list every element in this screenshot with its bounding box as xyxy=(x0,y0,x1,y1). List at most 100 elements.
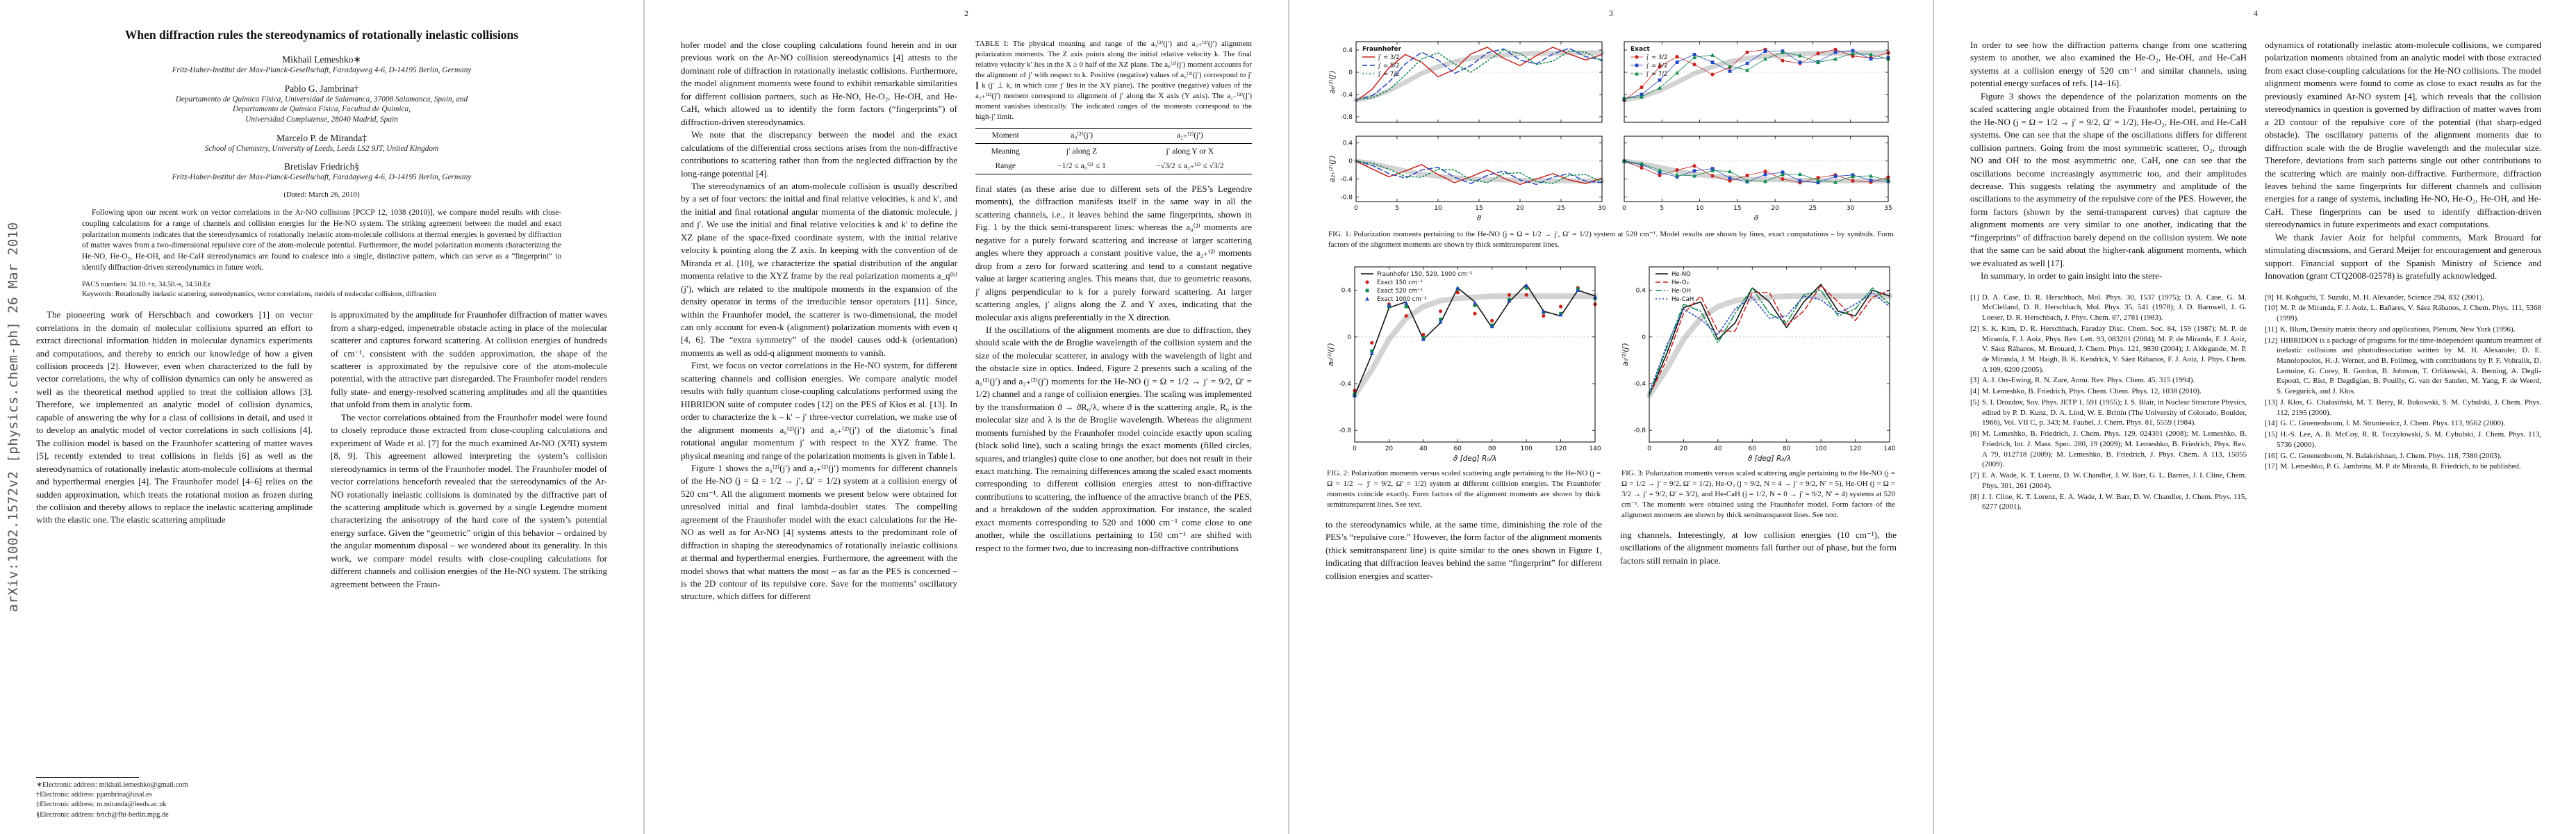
footnote-rule xyxy=(36,776,139,778)
reference-text: D. A. Case, D. R. Herschbach, Mol. Phys.… xyxy=(1981,293,2247,322)
reference-label: [6] xyxy=(1970,430,1979,439)
svg-text:20: 20 xyxy=(1385,445,1394,452)
svg-text:140: 140 xyxy=(1883,445,1895,452)
reference-text: H.-S. Lee, A. B. McCoy, R. R. Toczyłowsk… xyxy=(2277,430,2541,449)
paragraph: hofer model and the close coupling calcu… xyxy=(681,40,957,127)
author-2-affiliation-line-2: Departamento de Química Física, Facultad… xyxy=(232,105,411,114)
svg-text:25: 25 xyxy=(1809,205,1817,212)
paragraph: The pioneering work of Herschbach and co… xyxy=(36,309,313,525)
svg-text:-0.8: -0.8 xyxy=(1340,195,1353,202)
table-row: Range −1/2 ≤ a₀⁽²⁾ ≤ 1 −√3/2 ≤ a₂₊⁽²⁾ ≤ … xyxy=(975,159,1252,174)
reference-label: [7] xyxy=(1970,471,1979,480)
reference-text: HIBRIDON is a package of programs for th… xyxy=(2277,336,2541,396)
reference-text: S. I. Drozdov, Sov. Phys. JETP 1, 591 (1… xyxy=(1981,398,2247,427)
svg-text:-0.4: -0.4 xyxy=(1339,381,1351,388)
reference-text: J. Kłos, G. Chałasiński, M. T. Berry, R.… xyxy=(2277,398,2541,417)
pacs-numbers: PACS numbers: 34.10.+x, 34.50.-s, 34.50.… xyxy=(82,280,211,288)
reference-text: G. C. Groenenboom, N. Balakrishnan, J. C… xyxy=(2280,451,2502,460)
reference-label: [8] xyxy=(1970,492,1979,501)
svg-text:100: 100 xyxy=(1521,445,1533,452)
reference-text: M. Lemeshko, B. Friedrich, J. Chem. Phys… xyxy=(1981,430,2247,469)
table-1: Moment a₀⁽²⁾(j′) a₂₊⁽²⁾(j′) Meaning j′ a… xyxy=(975,127,1252,174)
svg-text:He-NO: He-NO xyxy=(1671,271,1691,278)
svg-text:15: 15 xyxy=(1475,205,1483,212)
author-3-name: Marcelo P. de Miranda‡ xyxy=(276,132,367,143)
svg-text:Fraunhofer 150, 520, 1000 cm⁻¹: Fraunhofer 150, 520, 1000 cm⁻¹ xyxy=(1377,271,1472,278)
page-1-right-column: is approximated by the amplitude for Fra… xyxy=(331,309,607,591)
reference-text: G. C. Groenenboom, I. M. Struniewicz, J.… xyxy=(2280,419,2506,428)
page-4: 4 In order to see how the diffraction pa… xyxy=(1934,0,2576,834)
page-1-columns: The pioneering work of Herschbach and co… xyxy=(36,309,607,591)
table-cell: j′ along Z xyxy=(1066,146,1098,156)
svg-text:j′ = 3/2: j′ = 3/2 xyxy=(1646,54,1668,61)
page-3-left-column: 0 20 40 60 80 100 120 140 -0.8 -0.4 0 0.4 ϑ [deg] R₀… xyxy=(1326,260,1602,582)
paragraph: to the stereodynamics while, at the same… xyxy=(1326,518,1602,581)
paragraph: We note that the discrepancy between the… xyxy=(681,129,957,179)
reference-label: [4] xyxy=(1970,387,1979,396)
footnote-email-3: ‡Electronic address: m.miranda@leeds.ac.… xyxy=(36,801,167,809)
svg-text:ϑ: ϑ xyxy=(1754,214,1759,222)
svg-text:0: 0 xyxy=(1354,205,1358,212)
svg-text:-0.8: -0.8 xyxy=(1633,427,1646,434)
reference-label: [10] xyxy=(2265,304,2278,313)
paragraph: If the oscillations of the alignment mom… xyxy=(975,324,1252,553)
svg-text:Exact: Exact xyxy=(1630,46,1650,53)
svg-text:ϑ [deg] R₀/λ: ϑ [deg] R₀/λ xyxy=(1748,455,1791,463)
svg-text:a₀⁽²⁾(j′): a₀⁽²⁾(j′) xyxy=(1328,70,1337,94)
svg-text:80: 80 xyxy=(1783,445,1791,452)
paragraph: is approximated by the amplitude for Fra… xyxy=(331,309,607,410)
reference-item: [9] H. Kohguchi, T. Suzuki, M. H. Alexand… xyxy=(2265,293,2541,303)
page-2-right-column: TABLE I: The physical meaning and range … xyxy=(975,39,1252,603)
svg-text:0: 0 xyxy=(1642,334,1646,341)
footnote-email-1: ∗Electronic address: mikhail.lemeshko@gm… xyxy=(36,780,188,789)
reference-item: [3] A. J. Orr-Ewing, R. N. Zare, Annu. Re… xyxy=(1970,375,2247,386)
reference-label: [17] xyxy=(2265,462,2278,471)
reference-item: [17] M. Lemeshko, P. G. Jambrina, M. P. d… xyxy=(2265,461,2541,472)
page-4-right-column: odynamics of rotationally inelastic atom… xyxy=(2265,39,2541,513)
reference-text: A. J. Orr-Ewing, R. N. Zare, Annu. Rev. … xyxy=(1981,376,2195,385)
svg-text:0.4: 0.4 xyxy=(1343,140,1353,147)
svg-text:60: 60 xyxy=(1454,445,1462,452)
reference-label: [1] xyxy=(1970,293,1979,302)
svg-text:0: 0 xyxy=(1348,158,1353,165)
page-number: 2 xyxy=(964,8,968,18)
figure-3-plot: 0 20 40 60 80 100 120 140 -0.8 -0.4 0 0.4 ϑ [deg] R₀… xyxy=(1620,261,1897,464)
svg-text:Fraunhofer: Fraunhofer xyxy=(1362,46,1402,53)
svg-text:a₀⁽²⁾(j′): a₀⁽²⁾(j′) xyxy=(1327,343,1335,366)
svg-text:40: 40 xyxy=(1714,445,1722,452)
paragraph: In summary, in order to gain insight int… xyxy=(1981,270,2163,281)
svg-text:140: 140 xyxy=(1589,445,1601,452)
footnote-email-2: †Electronic address: pjambrina@usal.es xyxy=(36,790,152,799)
svg-text:0: 0 xyxy=(1348,70,1353,76)
svg-text:ϑ: ϑ xyxy=(1477,214,1482,222)
figure-1-panel-a0-exact: Exact j′ = 3/2 j′ = 5/2 j′ = 7/2 xyxy=(1613,36,1895,129)
svg-text:-0.4: -0.4 xyxy=(1340,92,1353,99)
svg-text:j′ = 5/2: j′ = 5/2 xyxy=(1646,63,1668,70)
figure-3-caption: FIG. 3: Polarization moments versus scal… xyxy=(1621,468,1895,519)
paragraph: First, we focus on vector correlations i… xyxy=(681,360,957,461)
page-2: 2 hofer model and the close coupling cal… xyxy=(645,0,1288,834)
page-number: 4 xyxy=(2254,8,2258,18)
svg-text:0: 0 xyxy=(1622,205,1626,212)
figure-1-caption: FIG. 1: Polarization moments pertaining … xyxy=(1328,230,1894,249)
table-row: Meaning j′ along Z j′ along Y or X xyxy=(975,144,1252,159)
svg-text:120: 120 xyxy=(1849,445,1861,452)
svg-text:10: 10 xyxy=(1434,205,1442,212)
reference-label: [5] xyxy=(1970,398,1979,407)
paragraph: Figure 1 shows the a₀⁽²⁾(j′) and a₂₊⁽²⁾(… xyxy=(681,462,957,602)
table-cell: a₂₊⁽²⁾(j′) xyxy=(1128,128,1252,145)
author-1-affiliation: Fritz-Haber-Institut der Max-Planck-Gese… xyxy=(172,65,472,74)
svg-text:He-CaH: He-CaH xyxy=(1671,296,1694,303)
figure-1-panel-a2-model: 0 5 10 15 20 25 30 -0.8 -0.4 0 0.4 ϑ a₂₊⁽²⁾(j′) xyxy=(1327,131,1609,224)
svg-text:-0.4: -0.4 xyxy=(1633,381,1646,388)
reference-item: [12] HIBRIDON is a package of programs fo… xyxy=(2265,336,2541,397)
svg-text:a₀⁽²⁾(j′): a₀⁽²⁾(j′) xyxy=(1621,343,1630,366)
page-3-columns: 0 20 40 60 80 100 120 140 -0.8 -0.4 0 0.4 ϑ [deg] R₀… xyxy=(1326,260,1897,582)
reference-text: M. Lemeshko, B. Friedrich, Phys. Chem. C… xyxy=(1981,387,2202,396)
reference-item: [2] S. K. Kim, D. R. Herschbach, Faraday … xyxy=(1970,324,2247,375)
paragraph: The stereodynamics of an atom-molecule c… xyxy=(681,180,957,358)
figure-2-caption: FIG. 2: Polarization moments versus scal… xyxy=(1327,468,1601,509)
footnotes-block: ∗Electronic address: mikhail.lemeshko@gm… xyxy=(36,776,313,820)
keywords-line: Keywords: Rotationally inelastic scatter… xyxy=(82,290,436,298)
